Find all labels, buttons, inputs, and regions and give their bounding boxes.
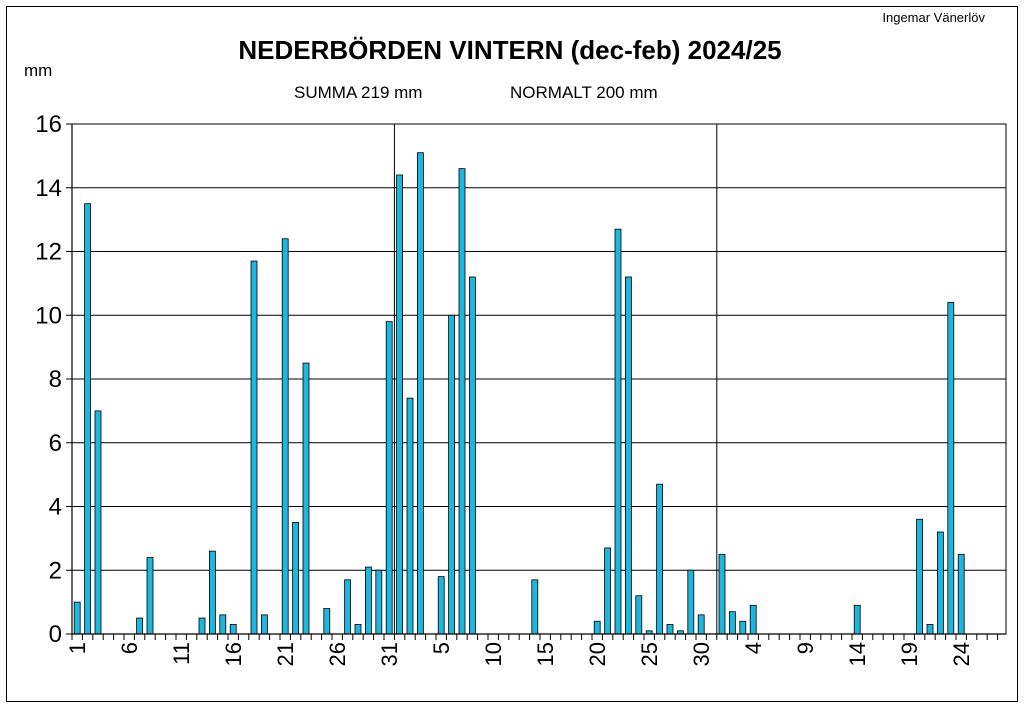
x-tick-label: 16 bbox=[221, 642, 246, 666]
x-tick-label: 10 bbox=[481, 642, 506, 666]
bar bbox=[396, 174, 404, 635]
y-tick-label: 2 bbox=[49, 557, 62, 584]
axes: 0 2 4 6 8 10 12 14 16 bbox=[35, 111, 1006, 648]
y-tick-label: 12 bbox=[35, 239, 62, 266]
credit-label: Ingemar Vänerlöv bbox=[882, 10, 985, 25]
bar bbox=[323, 608, 331, 635]
bar bbox=[406, 397, 414, 635]
x-tick-label: 14 bbox=[845, 642, 870, 666]
bar bbox=[593, 620, 601, 635]
bar bbox=[468, 276, 476, 635]
bar bbox=[604, 547, 611, 635]
bar bbox=[94, 410, 102, 635]
y-tick-label: 10 bbox=[35, 302, 62, 329]
x-tick-label: 19 bbox=[897, 642, 922, 666]
y-tick-label: 0 bbox=[49, 621, 62, 648]
chart-title: NEDERBÖRDEN VINTERN (dec-feb) 2024/25 bbox=[238, 35, 781, 65]
bar bbox=[739, 620, 747, 635]
bar bbox=[448, 314, 456, 635]
x-tick-label: 15 bbox=[533, 642, 558, 666]
bar bbox=[260, 614, 268, 635]
x-tick-label: 20 bbox=[585, 642, 610, 666]
bar bbox=[729, 611, 736, 635]
x-tick-label: 4 bbox=[741, 642, 766, 654]
bar bbox=[136, 617, 144, 635]
bar bbox=[947, 302, 955, 635]
bar bbox=[375, 569, 383, 635]
bar bbox=[749, 604, 757, 635]
bar bbox=[198, 617, 206, 635]
bar bbox=[344, 579, 352, 635]
bar bbox=[416, 152, 424, 635]
y-tick-label: 6 bbox=[49, 430, 62, 457]
bar bbox=[84, 203, 91, 635]
bar bbox=[635, 595, 643, 635]
bar bbox=[853, 604, 861, 635]
y-tick-label: 4 bbox=[49, 494, 62, 521]
bar bbox=[437, 576, 445, 635]
y-tick-label: 14 bbox=[35, 175, 62, 202]
bar bbox=[926, 624, 934, 635]
outer-border bbox=[6, 6, 1018, 702]
bar bbox=[385, 321, 393, 635]
bars bbox=[73, 152, 965, 635]
bar bbox=[229, 624, 237, 635]
bar bbox=[687, 569, 695, 635]
bar bbox=[302, 362, 310, 635]
bar bbox=[656, 483, 663, 635]
bar bbox=[219, 614, 227, 635]
y-tick-label: 8 bbox=[49, 366, 62, 393]
y-tick-label: 16 bbox=[35, 111, 62, 138]
bar bbox=[250, 260, 258, 635]
bar bbox=[666, 624, 674, 635]
bar bbox=[208, 550, 216, 635]
bar bbox=[697, 614, 705, 635]
x-tick-label: 31 bbox=[377, 642, 402, 666]
bar bbox=[718, 553, 726, 635]
bar bbox=[614, 228, 622, 635]
x-tick-label: 11 bbox=[169, 642, 194, 665]
x-tick-label: 25 bbox=[637, 642, 662, 666]
bar bbox=[531, 579, 539, 635]
x-tick-label: 21 bbox=[273, 642, 298, 666]
normalt-label: NORMALT 200 mm bbox=[510, 83, 658, 102]
bar bbox=[292, 522, 300, 635]
y-axis-unit: mm bbox=[24, 61, 52, 80]
x-tick-label: 30 bbox=[689, 642, 714, 666]
bar bbox=[146, 557, 154, 635]
bar bbox=[73, 601, 81, 635]
x-tick-labels: 1 6 11 16 21 26 31 5 10 15 20 25 30 4 9 14 19 24 bbox=[65, 642, 974, 666]
x-tick-label: 6 bbox=[117, 642, 142, 654]
bar bbox=[281, 238, 289, 635]
bar bbox=[458, 168, 466, 635]
x-tick-label: 9 bbox=[793, 642, 818, 654]
summa-label: SUMMA 219 mm bbox=[294, 83, 422, 102]
x-tick-label: 26 bbox=[325, 642, 350, 666]
bar bbox=[354, 624, 362, 635]
x-tick-label: 1 bbox=[65, 642, 90, 654]
x-tick-label: 5 bbox=[429, 642, 454, 654]
bar bbox=[937, 531, 944, 635]
x-tick-label: 24 bbox=[949, 642, 974, 666]
bar bbox=[625, 276, 632, 635]
bar bbox=[916, 518, 923, 635]
bar bbox=[364, 566, 372, 635]
bar bbox=[957, 553, 965, 635]
